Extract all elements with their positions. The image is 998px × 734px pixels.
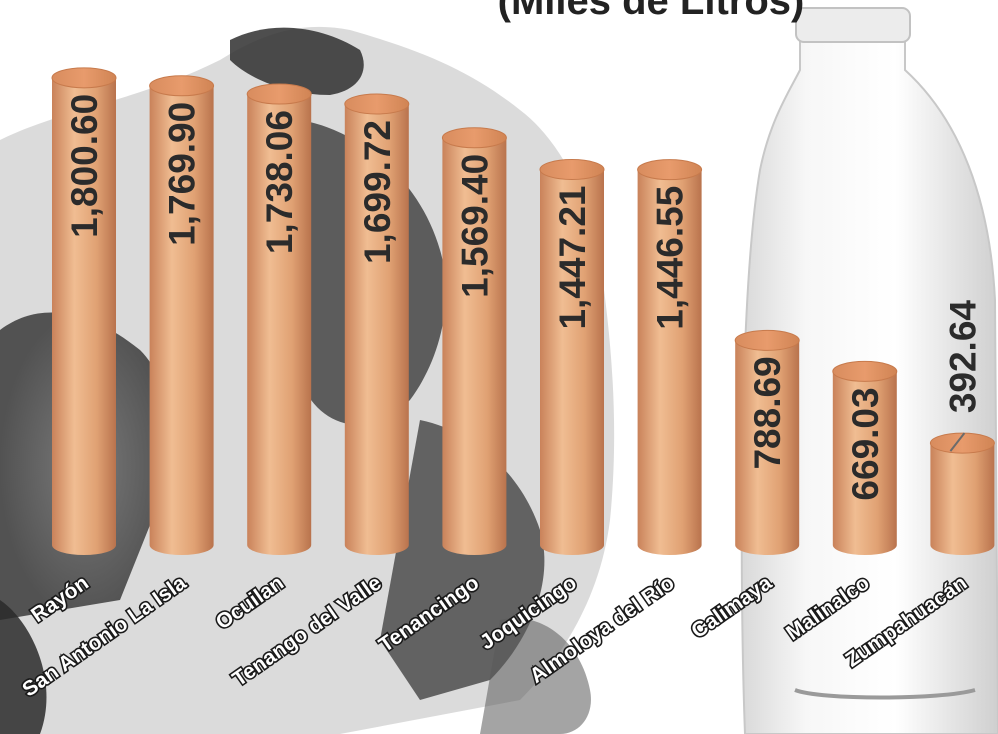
- value-labels: 1,800.60 1,769.90 1,738.06 1,699.72 1,569.40…: [64, 94, 983, 501]
- bar-body: [247, 94, 312, 556]
- value-label: 669.03: [845, 387, 886, 500]
- bar: [539, 159, 605, 555]
- bar-body: [735, 340, 800, 555]
- bar-top: [539, 159, 605, 181]
- bar: [51, 67, 117, 556]
- value-label: 1,447.21: [552, 186, 593, 330]
- bar-top: [929, 432, 995, 454]
- bar: [637, 159, 703, 555]
- bar-top: [734, 329, 800, 351]
- bar-body: [442, 137, 507, 555]
- bar-top: [344, 93, 410, 115]
- bar: [832, 360, 898, 555]
- value-label: 1,738.06: [259, 110, 300, 254]
- bar: [734, 329, 800, 555]
- bar-top: [832, 360, 898, 382]
- bar-body: [52, 77, 116, 556]
- bars: [51, 67, 995, 556]
- bar-body: [149, 85, 214, 555]
- bar: [246, 83, 312, 556]
- bar-top: [51, 67, 117, 89]
- bar-top: [149, 75, 215, 97]
- value-label: 1,446.55: [650, 186, 691, 330]
- value-label: 1,800.60: [64, 94, 105, 238]
- bar-top: [637, 159, 703, 181]
- bar-body: [832, 371, 897, 555]
- bar: [929, 432, 995, 555]
- value-label: 392.64: [942, 300, 983, 414]
- chart-title: (Miles de Litros): [498, 0, 805, 23]
- bar-body: [344, 103, 409, 555]
- value-label: 1,699.72: [357, 120, 398, 264]
- bar: [344, 93, 410, 555]
- bar: [149, 75, 215, 555]
- leader-line: [949, 432, 966, 452]
- value-label: 788.69: [747, 356, 788, 469]
- value-label: 1,569.40: [454, 154, 495, 298]
- bar-top: [246, 83, 312, 105]
- bar-body: [930, 443, 995, 555]
- bar: [441, 127, 507, 555]
- value-label: 1,769.90: [162, 102, 203, 246]
- bar-body: [637, 169, 702, 555]
- bar-top: [441, 127, 507, 149]
- bar-body: [540, 169, 604, 555]
